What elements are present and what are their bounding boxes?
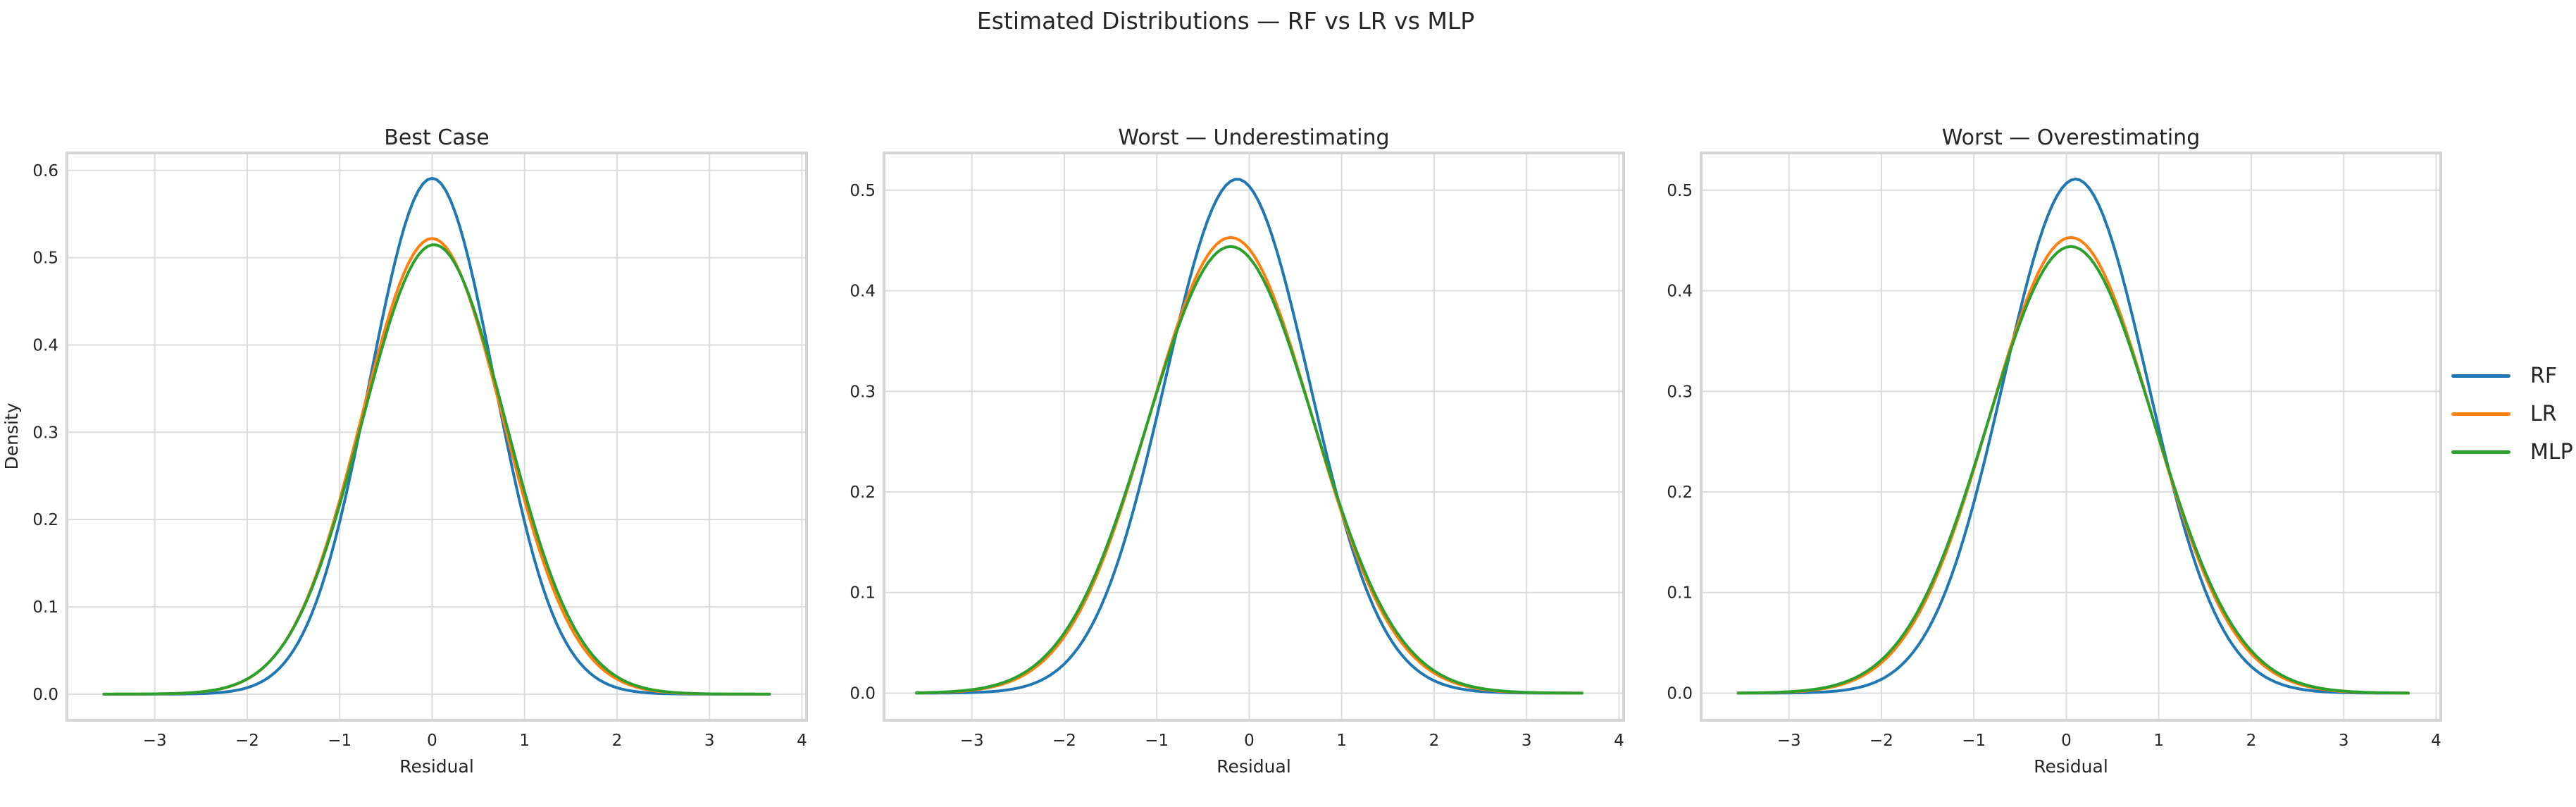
legend-line-lr <box>2451 412 2510 416</box>
x-tick-label: 1 <box>1336 732 1347 750</box>
legend-item-mlp: MLP <box>2451 441 2576 464</box>
legend-item-lr: LR <box>2451 401 2576 426</box>
y-tick-label: 0.4 <box>32 336 58 355</box>
curves <box>914 178 1583 695</box>
x-tick-label: 3 <box>704 732 715 750</box>
y-tick-label: 0.4 <box>1667 283 1693 301</box>
legend-label-lr: LR <box>2530 401 2557 426</box>
density-curve-mlp <box>914 245 1583 695</box>
y-tick-label: 0.3 <box>32 424 58 442</box>
y-tick-label: 0.0 <box>32 686 58 704</box>
curves <box>1736 178 2410 695</box>
density-curve-mlp <box>1736 245 2410 695</box>
y-tick-labels: 0.0 0.1 0.2 0.3 0.4 0.5 <box>850 182 876 703</box>
legend-item-rf: RF <box>2451 363 2576 388</box>
y-tick-label: 0.6 <box>32 162 58 180</box>
plot-frame <box>1700 152 2442 722</box>
y-tick-label: 0.4 <box>850 283 876 301</box>
density-curve-rf <box>102 176 771 696</box>
legend-line-mlp <box>2451 450 2510 454</box>
plot-frame <box>66 152 808 722</box>
plots-area: Estimated Distributions — RF vs LR vs ML… <box>0 7 2451 779</box>
y-tick-labels: 0.0 0.1 0.2 0.3 0.4 0.5 0.6 <box>32 162 58 704</box>
curves <box>102 176 771 696</box>
x-tick-label: 4 <box>797 732 807 750</box>
x-tick-label: 4 <box>1614 732 1624 750</box>
x-axis-label: Residual <box>399 756 474 777</box>
panels-row: Best Case −3 −2 −1 0 1 2 3 4 0.0 0.1 0.2 0.3 0.4 0.5… <box>0 92 2451 779</box>
panel-title: Worst — Overestimating <box>1942 125 2201 150</box>
x-tick-label: −2 <box>1052 732 1076 750</box>
x-tick-labels: −3 −2 −1 0 1 2 3 4 <box>1777 732 2441 750</box>
x-tick-label: 2 <box>1429 732 1440 750</box>
x-tick-label: −1 <box>1962 732 1986 750</box>
panel-worst-underestimating: Worst — Underestimating −3 −2 −1 0 1 2 3 4 0.00… <box>850 125 1625 777</box>
x-tick-label: 4 <box>2431 732 2441 750</box>
y-tick-label: 0.2 <box>850 483 876 502</box>
density-curve-lr <box>1736 235 2410 695</box>
x-tick-label: 2 <box>612 732 623 750</box>
density-curve-lr <box>102 237 771 696</box>
y-tick-label: 0.5 <box>850 182 876 200</box>
x-tick-label: −1 <box>1145 732 1169 750</box>
x-tick-labels: −3 −2 −1 0 1 2 3 4 <box>143 732 807 750</box>
x-tick-label: 0 <box>427 732 437 750</box>
y-tick-label: 0.1 <box>850 584 876 603</box>
x-tick-label: 0 <box>2061 732 2072 750</box>
gridlines <box>67 153 807 720</box>
y-tick-label: 0.2 <box>32 511 58 529</box>
x-tick-label: 3 <box>2339 732 2349 750</box>
y-tick-label: 0.5 <box>1667 182 1693 200</box>
legend-line-rf <box>2451 374 2510 378</box>
y-tick-label: 0.0 <box>1667 684 1693 703</box>
legend-label-mlp: MLP <box>2530 439 2573 464</box>
density-curve-mlp <box>102 243 771 696</box>
panel-title: Worst — Underestimating <box>1118 125 1389 150</box>
y-tick-label: 0.2 <box>1667 483 1693 502</box>
x-tick-label: 3 <box>1522 732 1532 750</box>
density-curve-rf <box>1736 178 2410 695</box>
y-axis-label: Density <box>1 402 22 469</box>
x-tick-label: −3 <box>1777 732 1801 750</box>
figure-title: Estimated Distributions — RF vs LR vs ML… <box>976 7 1475 35</box>
y-tick-label: 0.1 <box>32 598 58 617</box>
x-tick-label: −1 <box>328 732 351 750</box>
x-tick-label: −2 <box>1869 732 1893 750</box>
x-axis-label: Residual <box>2034 756 2108 777</box>
panel-title: Best Case <box>384 125 489 150</box>
y-tick-label: 0.5 <box>32 250 58 268</box>
x-tick-labels: −3 −2 −1 0 1 2 3 4 <box>960 732 1624 750</box>
legend: RF LR MLP <box>2451 0 2576 807</box>
x-tick-label: 1 <box>2153 732 2164 750</box>
x-tick-label: 0 <box>1244 732 1255 750</box>
y-tick-labels: 0.0 0.1 0.2 0.3 0.4 0.5 <box>1667 182 1693 703</box>
x-tick-label: 1 <box>519 732 530 750</box>
y-tick-label: 0.1 <box>1667 584 1693 603</box>
gridlines <box>884 153 1624 720</box>
y-tick-label: 0.3 <box>850 383 876 401</box>
density-curve-rf <box>914 178 1583 695</box>
panel-best-case: Best Case −3 −2 −1 0 1 2 3 4 0.0 0.1 0.2 0.3 0.4 0.5… <box>1 125 808 777</box>
x-tick-label: −2 <box>235 732 259 750</box>
x-tick-label: −3 <box>143 732 167 750</box>
y-tick-label: 0.3 <box>1667 383 1693 401</box>
legend-label-rf: RF <box>2530 363 2558 388</box>
x-axis-label: Residual <box>1217 756 1291 777</box>
plot-frame <box>883 152 1625 722</box>
y-tick-label: 0.0 <box>850 684 876 703</box>
x-tick-label: 2 <box>2246 732 2257 750</box>
panel-worst-overestimating: Worst — Overestimating −3 −2 −1 0 1 2 3 4 0.00.… <box>1667 125 2442 777</box>
x-tick-label: −3 <box>960 732 984 750</box>
